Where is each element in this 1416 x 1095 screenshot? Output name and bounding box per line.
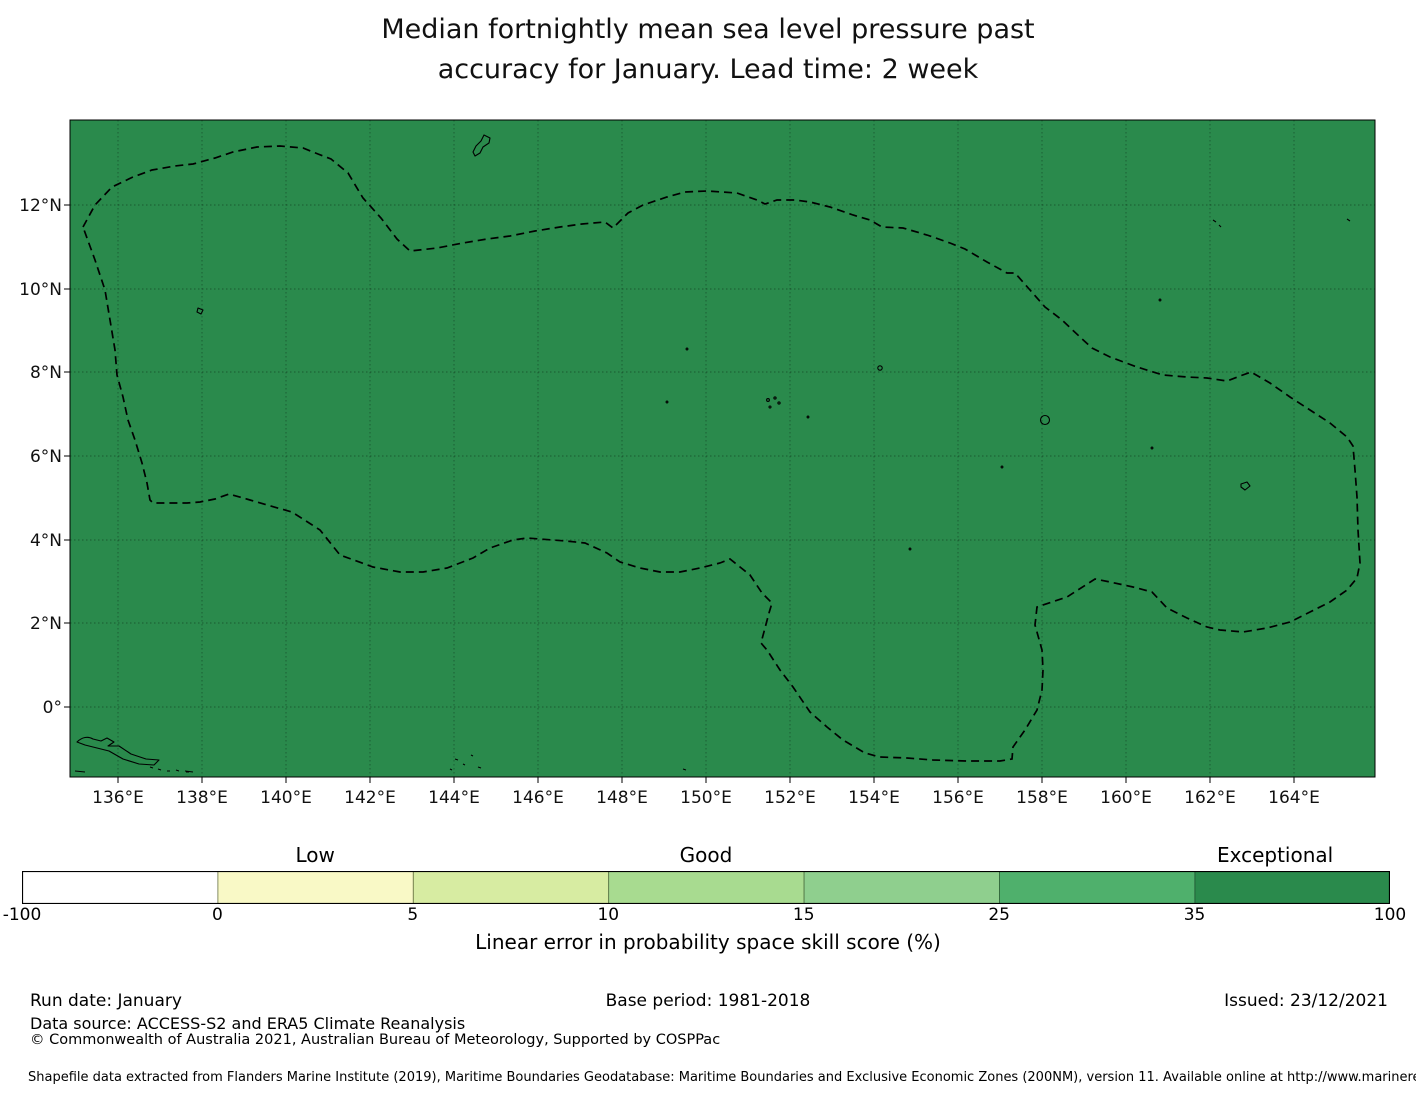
colorbar-segment — [999, 871, 1196, 904]
axis-ticks — [64, 204, 1295, 783]
data-source-text: Data source: ACCESS-S2 and ERA5 Climate … — [30, 1014, 466, 1033]
x-tick-label: 154°E — [848, 788, 900, 808]
y-tick-label: 4°N — [30, 531, 62, 551]
x-tick-label: 146°E — [512, 788, 564, 808]
colorbar-axis-label: Linear error in probability space skill … — [475, 930, 941, 954]
x-tick-label: 164°E — [1268, 788, 1320, 808]
chart-title-line2: accuracy for January. Lead time: 2 week — [437, 54, 979, 85]
eez-boundary — [82, 145, 1361, 762]
run-date-text: Run date: January — [30, 991, 182, 1011]
x-tick-label: 142°E — [344, 788, 396, 808]
map-fill — [70, 120, 1375, 777]
colorbar-tick: 25 — [988, 905, 1010, 925]
colorbar: Low Good Exceptional -100 0 5 10 15 25 3… — [3, 843, 1407, 963]
colorbar-segment — [22, 871, 219, 904]
map-plot: 136°E 138°E 140°E 142°E 144°E 146°E 148°… — [19, 119, 1376, 808]
colorbar-tick: 0 — [212, 905, 223, 925]
x-tick-label: 140°E — [260, 788, 312, 808]
colorbar-tick: 10 — [597, 905, 620, 925]
new-guinea-coastline — [76, 736, 160, 766]
colorbar-tick: 100 — [1373, 905, 1407, 925]
issued-date-text: Issued: 23/12/2021 — [1224, 991, 1388, 1011]
map-gridlines — [70, 120, 1375, 777]
colorbar-tick: 5 — [407, 905, 419, 925]
colorbar-segment — [412, 871, 610, 904]
colorbar-tick-labels: -100 0 5 10 15 25 35 100 — [3, 905, 1407, 929]
x-tick-label: 138°E — [176, 788, 228, 808]
map-border — [69, 119, 1376, 778]
oroluk-atoll — [877, 365, 883, 371]
x-tick-label: 150°E — [680, 788, 732, 808]
y-tick-label: 0° — [43, 698, 62, 718]
y-tick-label: 8°N — [30, 363, 62, 383]
copyright-text: © Commonwealth of Australia 2021, Austra… — [30, 1032, 721, 1048]
x-tick-label: 158°E — [1016, 788, 1068, 808]
y-tick-label: 2°N — [30, 614, 62, 634]
chart-title-line1: Median fortnightly mean sea level pressu… — [381, 14, 1035, 45]
x-tick-label: 148°E — [596, 788, 648, 808]
kosrae-coastline — [1240, 481, 1251, 491]
colorbar-segment — [217, 871, 414, 904]
colorbar-category-labels: Low Good Exceptional — [22, 843, 1390, 869]
colorbar-category-good: Good — [679, 843, 733, 867]
pohnpei-coastline — [1039, 414, 1051, 426]
colorbar-segment — [1194, 871, 1390, 904]
y-tick-label: 6°N — [30, 447, 62, 467]
x-tick-label: 162°E — [1184, 788, 1236, 808]
shapefile-attribution-text: Shapefile data extracted from Flanders M… — [28, 1070, 1416, 1085]
islands-coastlines — [74, 134, 1351, 773]
colorbar-segment — [608, 871, 805, 904]
colorbar-strip — [22, 871, 1390, 904]
yap-coastline — [196, 307, 204, 315]
x-tick-label: 136°E — [92, 788, 144, 808]
y-tick-label: 12°N — [19, 196, 62, 216]
colorbar-segment — [803, 871, 1000, 904]
x-tick-label: 152°E — [764, 788, 816, 808]
base-period-text: Base period: 1981-2018 — [605, 991, 811, 1011]
colorbar-tick: -100 — [2, 905, 42, 925]
colorbar-tick: 35 — [1183, 905, 1206, 925]
y-tick-label: 10°N — [19, 280, 62, 300]
x-tick-label: 144°E — [428, 788, 480, 808]
chart-title: Median fortnightly mean sea level pressu… — [0, 10, 1416, 90]
x-tick-label: 156°E — [932, 788, 984, 808]
x-tick-label: 160°E — [1100, 788, 1152, 808]
colorbar-border — [22, 871, 1390, 904]
colorbar-category-low: Low — [295, 843, 335, 867]
colorbar-tick: 15 — [792, 905, 815, 925]
guam-coastline — [472, 134, 491, 157]
colorbar-category-exceptional: Exceptional — [1216, 843, 1334, 867]
